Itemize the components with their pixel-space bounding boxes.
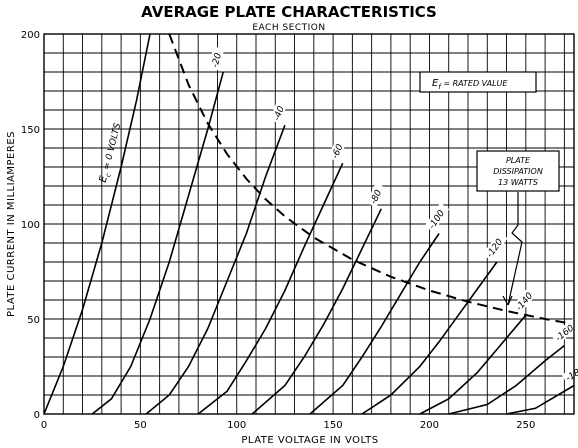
curve-label-group: -40 bbox=[269, 99, 288, 124]
dissipation-pointer bbox=[507, 192, 523, 306]
grid-bias-curve bbox=[197, 162, 344, 415]
dissipation-line-3: 13 WATTS bbox=[498, 178, 538, 187]
curve-label-background bbox=[424, 202, 450, 233]
curve-label: -20 bbox=[210, 52, 224, 69]
x-axis-label: PLATE VOLTAGE IN VOLTS bbox=[241, 435, 378, 446]
curve-label-background bbox=[551, 318, 578, 345]
x-tick-label: 150 bbox=[324, 420, 343, 431]
curve-label-background bbox=[208, 46, 225, 71]
curve-label: -40 bbox=[272, 105, 287, 123]
x-tick-label: 250 bbox=[516, 420, 535, 431]
curve-label-background bbox=[561, 360, 578, 385]
ef-annotation-text: Ef = RATED VALUE bbox=[432, 78, 508, 91]
dissipation-line-2: DISSIPATION bbox=[493, 167, 543, 176]
curve-label-group: -20 bbox=[208, 46, 225, 71]
dissipation-line-1: PLATE bbox=[506, 156, 531, 165]
y-tick-label: 100 bbox=[21, 220, 40, 231]
curve-label-group: -100 bbox=[424, 202, 450, 233]
curve-label-group: -120 bbox=[482, 231, 508, 261]
grid-bias-curve bbox=[361, 261, 498, 415]
curve-label-group: -60 bbox=[327, 137, 347, 162]
dissipation-pointer-arrow bbox=[502, 295, 513, 306]
x-tick-label: 200 bbox=[420, 420, 439, 431]
curve-label-group: -80 bbox=[366, 182, 386, 208]
dissipation-annotation-box: PLATE DISSIPATION 13 WATTS bbox=[476, 150, 560, 306]
plate-dissipation-curve bbox=[168, 33, 575, 326]
ef-symbol: E bbox=[432, 78, 439, 89]
grid-bias-curve bbox=[419, 314, 527, 415]
grid-bias-curve bbox=[506, 384, 575, 415]
ef-annotation-box: Ef = RATED VALUE bbox=[419, 71, 537, 93]
curve-label-background bbox=[366, 182, 386, 208]
curve-label-background bbox=[269, 99, 288, 124]
ticks-group: 0 50 100 150 200 250 0 50 100 150 200 bbox=[21, 30, 535, 431]
chart-subtitle: EACH SECTION bbox=[252, 23, 325, 33]
curve-label-background bbox=[511, 285, 539, 315]
x-tick-label: 0 bbox=[41, 420, 47, 431]
chart-title: AVERAGE PLATE CHARACTERISTICS bbox=[141, 3, 437, 21]
grid-bias-curve bbox=[251, 208, 382, 415]
grid-bias-curve bbox=[309, 233, 440, 415]
grid-bias-curve bbox=[91, 71, 225, 415]
y-tick-label: 200 bbox=[21, 30, 40, 41]
grid-bias-curve bbox=[43, 33, 151, 415]
curve-label-background bbox=[482, 231, 508, 261]
y-tick-label: 150 bbox=[21, 125, 40, 136]
grid-bias-curve bbox=[448, 344, 565, 415]
x-tick-label: 100 bbox=[227, 420, 246, 431]
y-tick-label: 0 bbox=[34, 410, 40, 421]
y-tick-label: 50 bbox=[27, 315, 40, 326]
ef-subscript: f bbox=[438, 83, 442, 91]
curve-label-background bbox=[327, 137, 347, 162]
grid-bias-curve bbox=[145, 124, 286, 415]
plot-frame bbox=[43, 33, 575, 415]
x-tick-label: 50 bbox=[134, 420, 147, 431]
y-axis-label: PLATE CURRENT IN MILLIAMPERES bbox=[6, 131, 17, 317]
ef-value: = RATED VALUE bbox=[441, 79, 509, 88]
dissipation-curve-group bbox=[168, 33, 575, 326]
